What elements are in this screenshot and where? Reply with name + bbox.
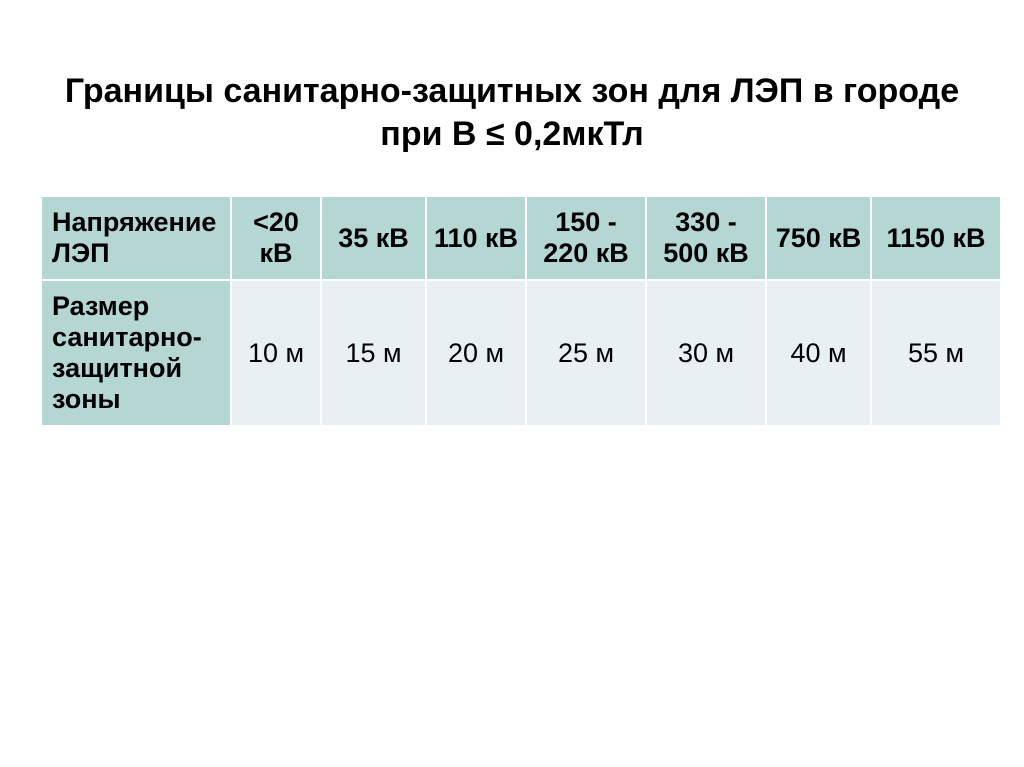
cell: 35 кВ — [321, 196, 426, 280]
cell: 40 м — [766, 280, 871, 426]
cell: 15 м — [321, 280, 426, 426]
cell: 25 м — [526, 280, 646, 426]
cell: 150 - 220 кВ — [526, 196, 646, 280]
zone-table: Напряжение ЛЭП <20 кВ 35 кВ 110 кВ 150 -… — [40, 195, 1002, 427]
cell: 10 м — [231, 280, 321, 426]
cell: 20 м — [426, 280, 526, 426]
slide: Границы санитарно-защитных зон для ЛЭП в… — [0, 0, 1024, 767]
table-row: Напряжение ЛЭП <20 кВ 35 кВ 110 кВ 150 -… — [41, 196, 1001, 280]
cell: 30 м — [646, 280, 766, 426]
cell: 55 м — [871, 280, 1001, 426]
table-row: Размер санитарно-защитной зоны 10 м 15 м… — [41, 280, 1001, 426]
row-header-zone-size: Размер санитарно-защитной зоны — [41, 280, 231, 426]
cell: 110 кВ — [426, 196, 526, 280]
cell: 750 кВ — [766, 196, 871, 280]
cell: 330 - 500 кВ — [646, 196, 766, 280]
cell: <20 кВ — [231, 196, 321, 280]
page-title: Границы санитарно-защитных зон для ЛЭП в… — [62, 70, 962, 155]
row-header-voltage: Напряжение ЛЭП — [41, 196, 231, 280]
cell: 1150 кВ — [871, 196, 1001, 280]
